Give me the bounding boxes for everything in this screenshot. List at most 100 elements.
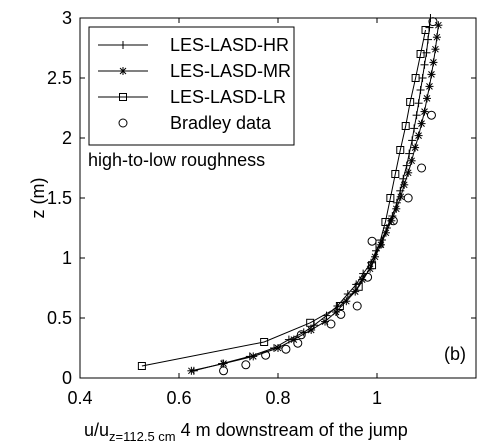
series-1-point-22 — [405, 149, 414, 158]
series-3-point-10-sq — [391, 170, 400, 178]
series-4-point-13-c — [403, 193, 413, 203]
series-3-point-9 — [386, 194, 395, 202]
x-axis-label-main: u/u — [84, 420, 109, 440]
legend-marker-1 — [119, 41, 127, 49]
series-4-point-12-c — [388, 216, 398, 226]
series-4-point-4-c — [281, 344, 291, 354]
series-2-point-3 — [249, 352, 258, 361]
series-1-point-23 — [408, 136, 417, 145]
series-2-point-28-d2 — [428, 71, 435, 78]
series-2-point-17 — [392, 204, 401, 213]
series-4-point-7 — [326, 319, 336, 329]
series-2-point-6-d2 — [307, 326, 315, 334]
series-3-point-4-sq — [335, 302, 344, 310]
series-2-point-22 — [411, 143, 420, 152]
series-3-point-3-sq — [306, 318, 315, 327]
series-4-point-11 — [367, 236, 377, 246]
x-axis-label: u/uz=112.5 cm 4 m downstream of the jump — [84, 420, 408, 444]
series-1-point-26 — [414, 99, 423, 108]
series-2-point-18 — [396, 192, 405, 201]
legend-marker-3 — [119, 93, 127, 101]
series-3-point-8 — [381, 218, 390, 226]
y-tick-label-4: 1.5 — [47, 188, 72, 208]
series-4-point-14-c — [417, 163, 427, 173]
series-2-point-7-d2 — [321, 318, 329, 325]
legend-label-3: LES-LASD-LR — [170, 87, 286, 107]
series-4-point-4 — [281, 344, 291, 354]
series-3-point-2 — [260, 338, 269, 346]
chart-annotation: high-to-low roughness — [88, 150, 265, 170]
series-4-point-11-c — [367, 236, 377, 246]
series-2-point-25-d2 — [421, 108, 428, 115]
series-2-point-4 — [274, 344, 282, 352]
series-3-point-13-sq — [406, 98, 415, 106]
legend-marker-4-c — [118, 118, 128, 128]
y-tick-label-1: 0 — [62, 368, 72, 388]
series-2-point-2 — [219, 359, 228, 368]
series-3-point-8-sq — [381, 218, 390, 226]
x-tick-label-3: 0.8 — [265, 388, 290, 408]
series-2-point-20-d2 — [404, 169, 412, 177]
legend-label-2: LES-LASD-MR — [170, 61, 291, 81]
series-4-point-15 — [426, 110, 436, 120]
series-2-point-6 — [307, 326, 316, 334]
y-tick-label-6: 2.5 — [47, 68, 72, 88]
series-3-point-10 — [391, 170, 400, 178]
legend: LES-LASD-HR LES-LASD-MR LES-LASD-LR Bradley… — [88, 26, 295, 146]
legend-label-1: LES-LASD-HR — [170, 35, 289, 55]
series-4-point-13 — [403, 193, 413, 203]
series-3-point-1-sq — [137, 362, 146, 370]
x-tick-label-1: 0.4 — [67, 388, 92, 408]
series-2-point-23 — [414, 131, 423, 140]
series-4-point-12 — [388, 216, 398, 226]
x-tick-label-2: 0.6 — [166, 388, 191, 408]
series-2-point-9 — [342, 297, 351, 306]
series-3-point-16-sq — [421, 26, 430, 34]
series-4-point-2-c — [241, 360, 251, 370]
series-2-point-10-d2 — [351, 288, 359, 295]
legend-marker-4 — [118, 118, 128, 128]
legend-marker-3-sq — [119, 93, 127, 101]
series-3-point-5 — [354, 282, 363, 291]
series-4-point-3-c — [261, 350, 271, 360]
series-1-point-31 — [423, 35, 432, 44]
y-tick-label-2: 0.5 — [47, 308, 72, 328]
series-2-point-29-d2 — [430, 59, 437, 66]
series-4-point-15-c — [426, 110, 436, 120]
panel-label: (b) — [444, 344, 466, 364]
series-3-point-2-sq — [260, 338, 269, 346]
series-3-point-11 — [396, 146, 405, 154]
series-4-point-2 — [241, 360, 251, 370]
series-3-point-3 — [306, 318, 315, 327]
series-2-point-17-d2 — [392, 205, 400, 213]
series-1-point-27 — [416, 86, 425, 94]
ticks-layer: 0.4 0.6 0.8 1 0 0.5 1 1.5 2 2.5 3 — [47, 8, 476, 408]
series-3-point-12-sq — [401, 122, 410, 130]
series-2-point-10 — [351, 287, 360, 296]
series-1-point-21 — [402, 161, 411, 170]
series-2-point-24-d2 — [418, 120, 425, 127]
series-4-point-10 — [363, 272, 373, 282]
legend-item-3: LES-LASD-LR — [98, 87, 286, 107]
series-2-point-25 — [420, 107, 429, 116]
series-2-point-1 — [187, 366, 196, 375]
y-axis-label: z (m) — [28, 178, 48, 219]
legend-item-2: LES-LASD-MR — [98, 61, 291, 81]
series-3-point-14 — [411, 74, 420, 82]
series-4-point-1 — [219, 366, 229, 376]
plot-layer — [137, 14, 443, 376]
series-3-point-11-sq — [396, 146, 405, 154]
series-2-point-19-d2 — [400, 181, 408, 189]
series-3-point-16 — [421, 26, 430, 34]
y-tick-label-5: 2 — [62, 128, 72, 148]
series-2-point-8 — [331, 308, 340, 316]
series-1-point-24 — [410, 124, 419, 133]
legend-marker-2 — [119, 67, 127, 75]
legend-marker-2-d2 — [119, 67, 127, 75]
legend-label-4: Bradley data — [170, 113, 272, 133]
y-tick-label-3: 1 — [62, 248, 72, 268]
series-2-point-18-d2 — [397, 193, 405, 201]
series-3-point-4 — [335, 302, 344, 310]
series-4-point-9-c — [352, 301, 362, 311]
